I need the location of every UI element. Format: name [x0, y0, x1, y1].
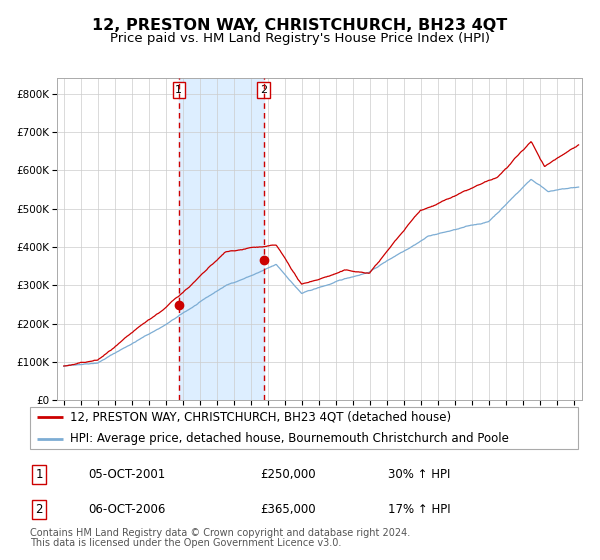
Text: Contains HM Land Registry data © Crown copyright and database right 2024.: Contains HM Land Registry data © Crown c… — [30, 528, 410, 538]
Text: 30% ↑ HPI: 30% ↑ HPI — [388, 468, 450, 481]
Text: 2: 2 — [35, 503, 43, 516]
Text: Price paid vs. HM Land Registry's House Price Index (HPI): Price paid vs. HM Land Registry's House … — [110, 32, 490, 45]
Text: 1: 1 — [35, 468, 43, 481]
Text: 05-OCT-2001: 05-OCT-2001 — [88, 468, 166, 481]
Text: £365,000: £365,000 — [260, 503, 316, 516]
Text: HPI: Average price, detached house, Bournemouth Christchurch and Poole: HPI: Average price, detached house, Bour… — [70, 432, 509, 445]
Text: 12, PRESTON WAY, CHRISTCHURCH, BH23 4QT (detached house): 12, PRESTON WAY, CHRISTCHURCH, BH23 4QT … — [70, 410, 451, 423]
FancyBboxPatch shape — [30, 407, 578, 449]
Text: 06-OCT-2006: 06-OCT-2006 — [88, 503, 166, 516]
Text: £250,000: £250,000 — [260, 468, 316, 481]
Text: 2: 2 — [260, 85, 268, 95]
Text: This data is licensed under the Open Government Licence v3.0.: This data is licensed under the Open Gov… — [30, 538, 341, 548]
Text: 17% ↑ HPI: 17% ↑ HPI — [388, 503, 451, 516]
Bar — [179, 78, 264, 400]
Text: 12, PRESTON WAY, CHRISTCHURCH, BH23 4QT: 12, PRESTON WAY, CHRISTCHURCH, BH23 4QT — [92, 18, 508, 33]
Text: 1: 1 — [175, 85, 182, 95]
